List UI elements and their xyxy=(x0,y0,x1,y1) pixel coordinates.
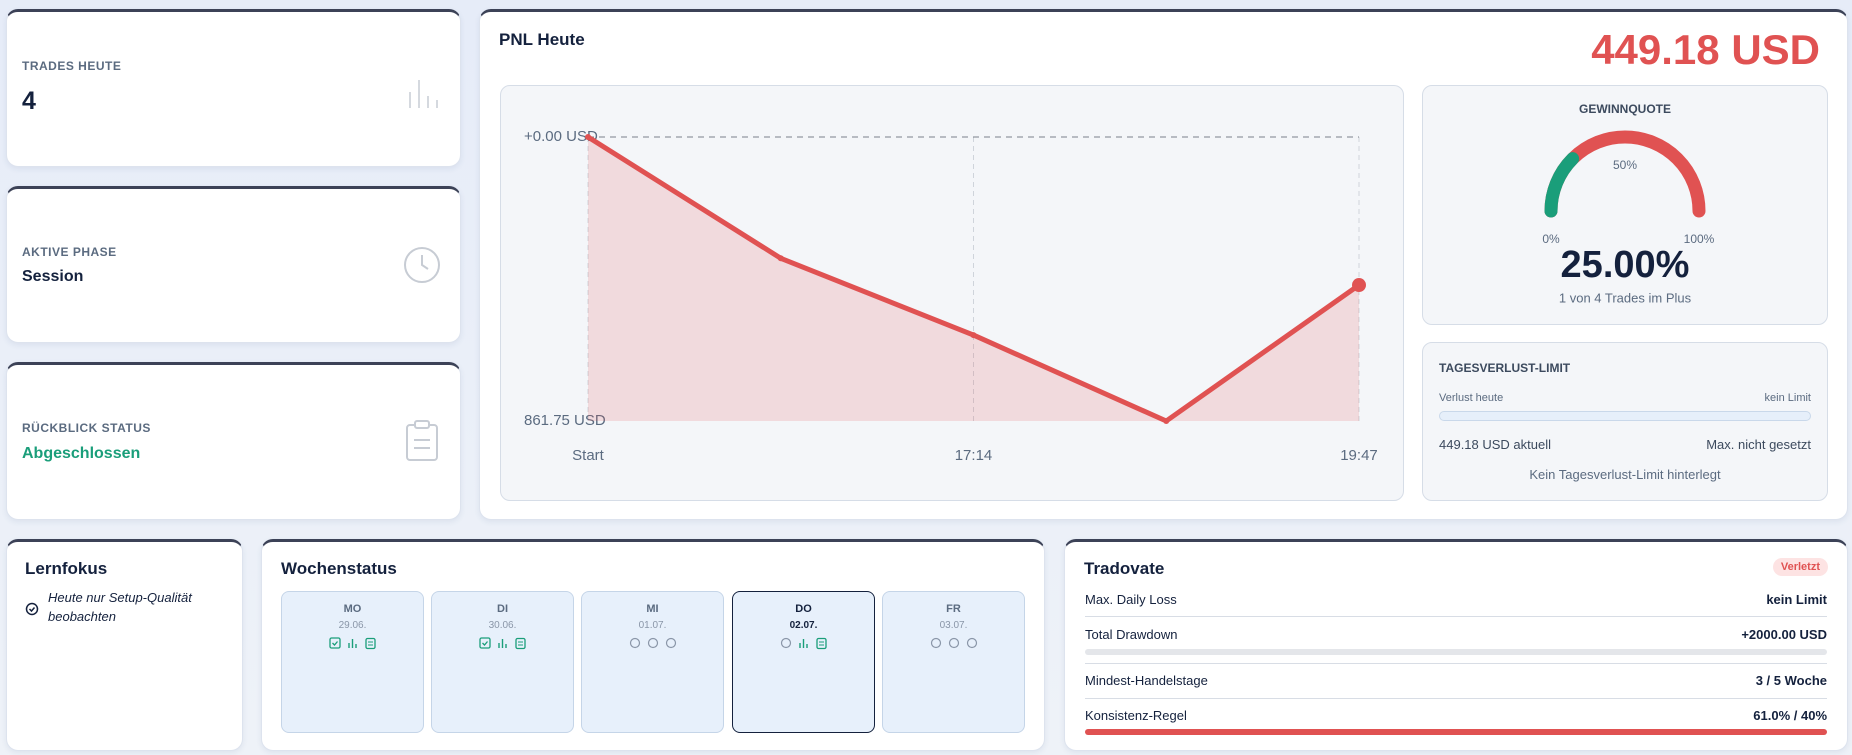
rule-row: Konsistenz-Regel 61.0% / 40% xyxy=(1085,708,1827,723)
card-label: TRADES HEUTE xyxy=(22,59,122,73)
limit-title: TAGESVERLUST-LIMIT xyxy=(1439,361,1571,375)
rule-name: Max. Daily Loss xyxy=(1085,592,1177,607)
day-box: MI 01.07. xyxy=(581,591,724,733)
rule-name: Total Drawdown xyxy=(1085,627,1178,642)
limit-left: Verlust heute xyxy=(1439,392,1504,404)
day-date: 30.06. xyxy=(488,620,517,631)
separator xyxy=(1085,663,1827,664)
chart-box: Start 17:14 19:47 861.75 USD +0.00 USD xyxy=(500,85,1404,501)
day-name: DI xyxy=(497,603,508,615)
day-icons xyxy=(780,637,827,650)
gauge-tick-label: 0% xyxy=(1542,232,1560,246)
rule-value: +2000.00 USD xyxy=(1741,627,1827,642)
card-label: RÜCKBLICK STATUS xyxy=(22,421,151,435)
rule-name: Konsistenz-Regel xyxy=(1085,708,1187,723)
limit-max: Max. nicht gesetzt xyxy=(1706,437,1811,452)
day-icons xyxy=(478,637,526,650)
x-tick-label: 19:47 xyxy=(1340,447,1378,464)
day-box: DO 02.07. xyxy=(732,591,875,733)
point xyxy=(585,134,591,140)
card-review: RÜCKBLICK STATUS Abgeschlossen xyxy=(6,362,461,520)
gauge-value: 25.00% xyxy=(1561,244,1690,286)
rule-value: 3 / 5 Woche xyxy=(1755,673,1827,688)
icon-clipboard xyxy=(406,420,438,461)
tradovate-title: Tradovate xyxy=(1084,559,1165,578)
day-box: DI 30.06. xyxy=(431,591,574,733)
line-chart: Start 17:14 19:47 861.75 USD +0.00 USD xyxy=(524,128,1378,464)
x-tick-label: Start xyxy=(572,447,605,464)
point xyxy=(777,255,784,262)
limit-current: 449.18 USD aktuell xyxy=(1439,437,1552,452)
day-icons xyxy=(328,637,376,650)
focus-title: Lernfokus xyxy=(25,559,108,578)
rule-name: Mindest-Handelstage xyxy=(1085,673,1208,688)
day-icons xyxy=(629,637,676,649)
icon-bars xyxy=(409,80,438,108)
day-box: MO 29.06. xyxy=(281,591,424,733)
gauge-title: GEWINNQUOTE xyxy=(1579,102,1671,116)
card-trades: TRADES HEUTE 4 xyxy=(6,9,461,167)
point xyxy=(1352,278,1366,293)
icon-check xyxy=(25,602,39,616)
consistency-bar xyxy=(1085,729,1827,735)
focus-item: Heute nur Setup-Qualität beobachten xyxy=(48,590,192,624)
card-value: Abgeschlossen xyxy=(22,445,141,462)
point xyxy=(1163,418,1170,424)
limit-bar xyxy=(1439,411,1811,421)
pnl-total: 449.18 USD xyxy=(1591,26,1820,73)
point xyxy=(970,332,977,339)
rule-value: 61.0% / 40% xyxy=(1753,708,1827,723)
rule-row: Max. Daily Loss kein Limit xyxy=(1085,592,1827,607)
card-value: 4 xyxy=(22,87,36,115)
limit-note: Kein Tagesverlust-Limit hinterlegt xyxy=(1529,467,1721,482)
panel-title: PNL Heute xyxy=(499,30,585,49)
gauge-tick-label: 100% xyxy=(1684,232,1715,246)
day-date: 02.07. xyxy=(789,620,818,631)
icon-clock xyxy=(404,247,440,283)
day-name: FR xyxy=(946,603,961,615)
separator xyxy=(1085,698,1827,699)
gauge-fill xyxy=(1544,152,1580,218)
focus-card: Lernfokus Heute nur Setup-Qualität beoba… xyxy=(6,539,243,751)
separator xyxy=(1085,616,1827,617)
gauge-track xyxy=(1544,130,1706,218)
day-date: 03.07. xyxy=(939,620,968,631)
day-icons xyxy=(930,637,977,649)
tradovate-card: Tradovate Verletzt Max. Daily Loss kein L… xyxy=(1064,539,1848,751)
day-date: 01.07. xyxy=(638,620,667,631)
day-name: DO xyxy=(795,603,812,615)
card-label: AKTIVE PHASE xyxy=(22,245,117,259)
day-date: 29.06. xyxy=(338,620,367,631)
week-title: Wochenstatus xyxy=(281,559,397,578)
y-tick-label: 861.75 USD xyxy=(524,412,606,429)
drawdown-bar xyxy=(1085,649,1827,655)
gauge-caption: 1 von 4 Trades im Plus xyxy=(1559,290,1692,305)
gauge-box: GEWINNQUOTE 25.00% 1 von 4 Trades im Plu… xyxy=(1422,85,1828,325)
card-value: Session xyxy=(22,268,84,285)
limit-box: TAGESVERLUST-LIMIT Verlust heute kein Li… xyxy=(1422,342,1828,501)
rule-row: Mindest-Handelstage 3 / 5 Woche xyxy=(1085,673,1827,688)
status-badge: Verletzt xyxy=(1772,558,1828,576)
gauge: GEWINNQUOTE 25.00% 1 von 4 Trades im Plu… xyxy=(1542,102,1715,305)
limit-right: kein Limit xyxy=(1764,392,1811,404)
card-phase: AKTIVE PHASE Session xyxy=(6,186,461,343)
rule-row: Total Drawdown +2000.00 USD xyxy=(1085,627,1827,642)
day-name: MI xyxy=(646,603,659,615)
day-box: FR 03.07. xyxy=(882,591,1025,733)
y-tick-label: +0.00 USD xyxy=(524,128,598,145)
day-name: MO xyxy=(343,603,362,615)
x-tick-label: 17:14 xyxy=(955,447,993,464)
gauge-tick-label: 50% xyxy=(1613,158,1637,172)
rule-value: kein Limit xyxy=(1766,592,1827,607)
area xyxy=(588,137,1359,421)
